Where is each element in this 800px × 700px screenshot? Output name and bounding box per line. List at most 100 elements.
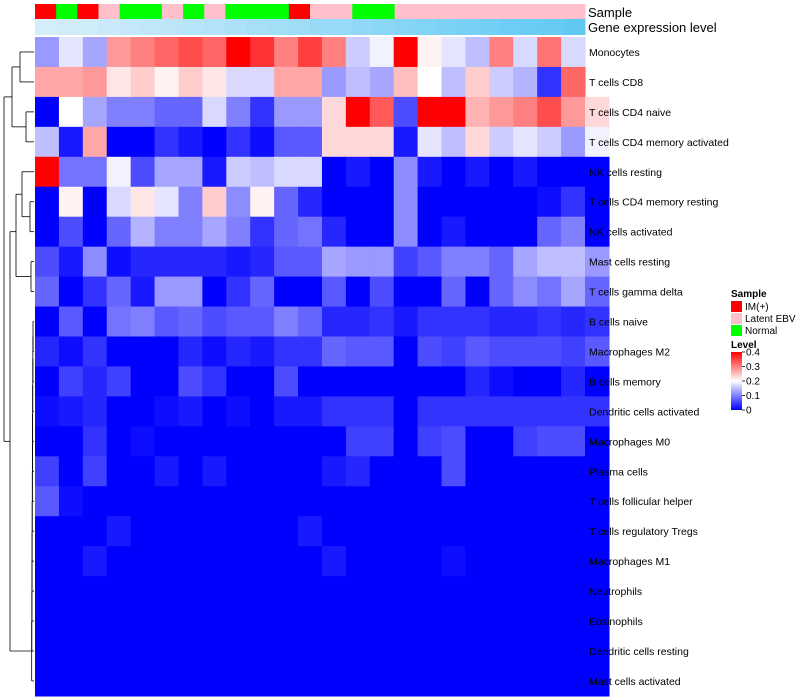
expression-annotation-cell <box>500 19 523 35</box>
heatmap-cell <box>393 396 419 427</box>
sample-annotation-cell <box>352 4 374 19</box>
heatmap-cell <box>250 336 275 368</box>
heatmap-cell <box>226 186 251 218</box>
sample-annotation-cell <box>458 4 480 19</box>
heatmap-cell <box>58 126 84 158</box>
row-label: Macrophages M1 <box>589 556 670 568</box>
heatmap-cell <box>178 216 203 248</box>
heatmap-cell <box>513 336 538 368</box>
heatmap-cell <box>417 276 443 308</box>
heatmap-cell <box>35 546 60 577</box>
heatmap-cell <box>106 665 132 697</box>
row-label: Mast cells resting <box>589 257 670 269</box>
heatmap-cell <box>417 246 443 278</box>
heatmap-cell <box>513 426 538 457</box>
heatmap-cell <box>345 396 371 427</box>
sample-annotation-cell <box>267 4 290 19</box>
heatmap-cell <box>393 156 419 188</box>
level-tick-label: 0 <box>746 406 752 417</box>
expression-annotation-cell <box>77 19 99 35</box>
heatmap-cell <box>274 306 299 338</box>
heatmap-cell <box>417 396 443 427</box>
heatmap-cell <box>345 426 371 457</box>
heatmap-cell <box>441 246 467 278</box>
heatmap-cell <box>130 636 156 667</box>
row-label: Neutrophils <box>589 586 642 598</box>
row-label: Mast cells activated <box>589 676 681 688</box>
heatmap-cell <box>35 306 60 338</box>
heatmap-cell <box>130 336 156 368</box>
heatmap-cell <box>369 426 395 457</box>
heatmap-cell <box>202 576 227 607</box>
heatmap-cell <box>489 636 514 667</box>
heatmap-cell <box>561 66 586 98</box>
heatmap-cell <box>106 216 132 248</box>
heatmap-cell <box>321 336 347 368</box>
heatmap-cell <box>178 576 203 607</box>
heatmap-cell <box>202 66 227 98</box>
legend-entry-label: Latent EBV <box>745 314 796 325</box>
sample-annotation-cell <box>436 4 459 19</box>
heatmap-cell <box>226 576 251 607</box>
heatmap-cell <box>35 456 60 487</box>
heatmap-cell <box>393 96 419 128</box>
heatmap-cell <box>274 636 299 667</box>
heatmap-cell <box>35 126 60 158</box>
legend-entry-label: Normal <box>745 326 777 337</box>
heatmap-cell <box>35 336 60 368</box>
heatmap-cell <box>202 96 227 128</box>
heatmap-cell <box>202 396 227 427</box>
heatmap-cell <box>274 426 299 457</box>
heatmap-cell <box>178 246 203 278</box>
heatmap-cell <box>585 665 610 697</box>
heatmap-cell <box>369 366 395 397</box>
expression-annotation-cell <box>98 19 121 35</box>
row-dendrogram <box>3 51 34 682</box>
heatmap-cell <box>513 216 538 248</box>
heatmap-cell <box>465 156 490 188</box>
heatmap-cell <box>393 306 419 338</box>
sample-annotation-cell <box>479 4 501 19</box>
heatmap-cell <box>226 126 251 158</box>
heatmap-cell <box>345 126 371 158</box>
heatmap-cell <box>417 516 443 547</box>
row-label: B cells memory <box>589 376 662 388</box>
heatmap-cell <box>274 456 299 487</box>
row-label: T cells CD4 naive <box>589 107 671 119</box>
heatmap-cell <box>35 66 60 98</box>
heatmap-cell <box>441 486 467 517</box>
heatmap-cell <box>250 186 275 218</box>
heatmap-cell <box>441 366 467 397</box>
heatmap-cell <box>321 516 347 547</box>
heatmap-cell <box>130 216 156 248</box>
heatmap-cell <box>202 216 227 248</box>
heatmap-cell <box>58 216 84 248</box>
heatmap-cell <box>513 456 538 487</box>
heatmap-cell <box>250 486 275 517</box>
heatmap-cell <box>298 665 323 697</box>
heatmap-cell <box>561 186 586 218</box>
heatmap-cell <box>178 37 203 68</box>
heatmap-cell <box>130 306 156 338</box>
row-label: B cells naive <box>589 317 648 329</box>
heatmap-cell <box>345 366 371 397</box>
heatmap-cell <box>82 665 108 697</box>
heatmap-cell <box>154 276 180 308</box>
heatmap-cell <box>561 336 586 368</box>
heatmap-cell <box>250 156 275 188</box>
heatmap-cell <box>369 456 395 487</box>
expression-annotation-cell <box>352 19 374 35</box>
heatmap-cell <box>82 546 108 577</box>
heatmap-cell <box>585 606 610 637</box>
heatmap-cell <box>154 216 180 248</box>
heatmap-cell <box>369 96 395 128</box>
heatmap-cell <box>58 426 84 457</box>
heatmap-cell <box>226 216 251 248</box>
heatmap-cell <box>393 37 419 68</box>
heatmap-cell <box>178 306 203 338</box>
heatmap-cell <box>537 665 562 697</box>
heatmap-cell <box>35 216 60 248</box>
heatmap-cell <box>537 456 562 487</box>
heatmap-cell <box>298 516 323 547</box>
heatmap-cell <box>154 366 180 397</box>
